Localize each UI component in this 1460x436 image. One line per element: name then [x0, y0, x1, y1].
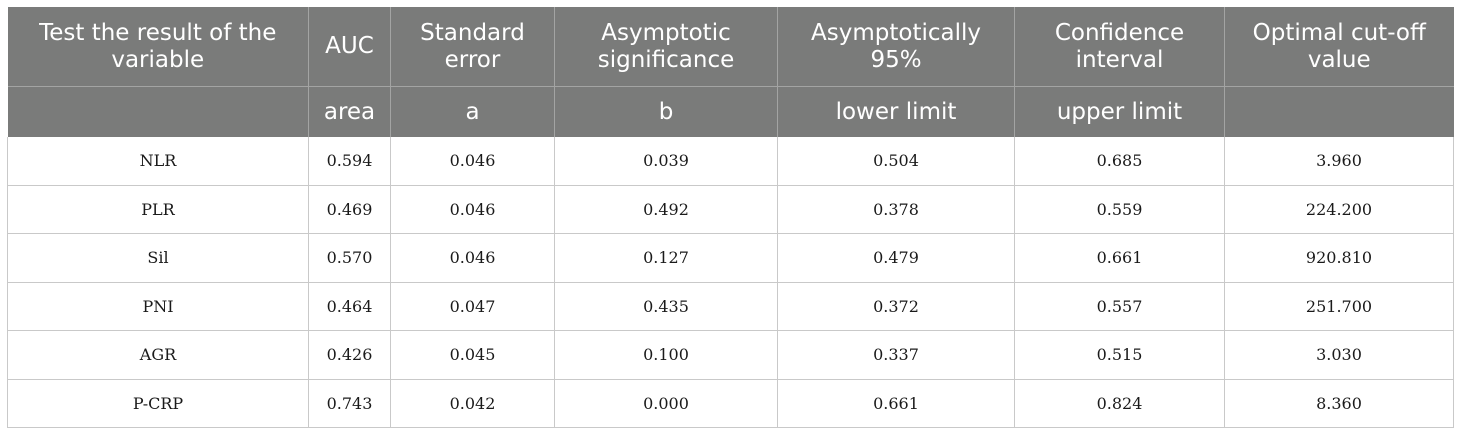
cell-standard-error: 0.046 [390, 185, 555, 234]
cell-significance: 0.127 [554, 233, 778, 283]
table-row: P-CRP 0.743 0.042 0.000 0.661 0.824 8.36… [7, 379, 1454, 428]
table-header: Test the result of the variable AUC Stan… [7, 7, 1454, 137]
cell-cutoff: 920.810 [1224, 233, 1454, 283]
cell-significance: 0.000 [554, 379, 778, 428]
subheader-lower-limit: lower limit [777, 86, 1015, 137]
header-asymptotic-significance: Asymptotic significance [554, 7, 778, 87]
cell-lower-limit: 0.378 [777, 185, 1015, 234]
cell-variable: AGR [7, 330, 309, 380]
header-row-1: Test the result of the variable AUC Stan… [7, 7, 1454, 87]
cell-upper-limit: 0.661 [1014, 233, 1225, 283]
header-confidence-interval: Confidence interval [1014, 7, 1225, 87]
cell-variable: PLR [7, 185, 309, 234]
cell-variable: Sil [7, 233, 309, 283]
cell-standard-error: 0.046 [390, 137, 555, 186]
cell-upper-limit: 0.557 [1014, 282, 1225, 331]
header-standard-error: Standard error [390, 7, 555, 87]
subheader-cutoff [1224, 86, 1454, 137]
header-auc: AUC [308, 7, 391, 87]
cell-significance: 0.492 [554, 185, 778, 234]
cell-cutoff: 3.030 [1224, 330, 1454, 380]
results-table: Test the result of the variable AUC Stan… [7, 7, 1454, 428]
table-row: NLR 0.594 0.046 0.039 0.504 0.685 3.960 [7, 137, 1454, 186]
cell-upper-limit: 0.515 [1014, 330, 1225, 380]
header-optimal-cutoff: Optimal cut-off value [1224, 7, 1454, 87]
table-row: AGR 0.426 0.045 0.100 0.337 0.515 3.030 [7, 330, 1454, 380]
cell-auc: 0.743 [308, 379, 391, 428]
header-asymptotically-95: Asymptotically 95% [777, 7, 1015, 87]
cell-significance: 0.100 [554, 330, 778, 380]
cell-lower-limit: 0.372 [777, 282, 1015, 331]
cell-cutoff: 251.700 [1224, 282, 1454, 331]
cell-significance: 0.435 [554, 282, 778, 331]
subheader-upper-limit: upper limit [1014, 86, 1225, 137]
subheader-variable [7, 86, 309, 137]
cell-lower-limit: 0.661 [777, 379, 1015, 428]
cell-variable: NLR [7, 137, 309, 186]
cell-auc: 0.464 [308, 282, 391, 331]
cell-auc: 0.570 [308, 233, 391, 283]
cell-upper-limit: 0.559 [1014, 185, 1225, 234]
cell-auc: 0.594 [308, 137, 391, 186]
subheader-b: b [554, 86, 778, 137]
header-variable: Test the result of the variable [7, 7, 309, 87]
cell-upper-limit: 0.685 [1014, 137, 1225, 186]
table-row: PNI 0.464 0.047 0.435 0.372 0.557 251.70… [7, 282, 1454, 331]
table-row: PLR 0.469 0.046 0.492 0.378 0.559 224.20… [7, 185, 1454, 234]
cell-upper-limit: 0.824 [1014, 379, 1225, 428]
cell-auc: 0.426 [308, 330, 391, 380]
table-body: NLR 0.594 0.046 0.039 0.504 0.685 3.960 … [7, 137, 1454, 428]
cell-lower-limit: 0.504 [777, 137, 1015, 186]
subheader-a: a [390, 86, 555, 137]
cell-significance: 0.039 [554, 137, 778, 186]
cell-variable: P-CRP [7, 379, 309, 428]
cell-variable: PNI [7, 282, 309, 331]
header-row-2: area a b lower limit upper limit [7, 86, 1454, 137]
cell-lower-limit: 0.479 [777, 233, 1015, 283]
cell-standard-error: 0.047 [390, 282, 555, 331]
subheader-area: area [308, 86, 391, 137]
cell-cutoff: 224.200 [1224, 185, 1454, 234]
cell-lower-limit: 0.337 [777, 330, 1015, 380]
cell-cutoff: 8.360 [1224, 379, 1454, 428]
cell-standard-error: 0.042 [390, 379, 555, 428]
cell-standard-error: 0.045 [390, 330, 555, 380]
cell-cutoff: 3.960 [1224, 137, 1454, 186]
table-row: Sil 0.570 0.046 0.127 0.479 0.661 920.81… [7, 233, 1454, 283]
results-table-container: Test the result of the variable AUC Stan… [7, 7, 1454, 428]
cell-standard-error: 0.046 [390, 233, 555, 283]
cell-auc: 0.469 [308, 185, 391, 234]
